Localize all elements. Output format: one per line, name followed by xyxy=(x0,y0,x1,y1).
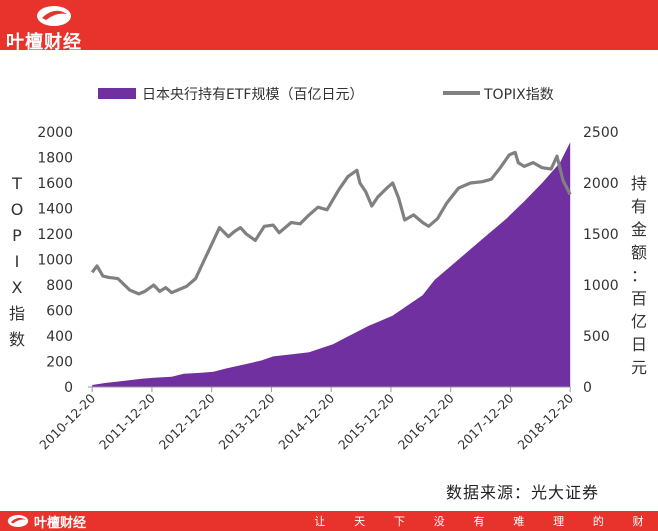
left-tick-label: 1000 xyxy=(37,253,73,269)
legend-area-label: 日本央行持有ETF规模（百亿日元） xyxy=(142,87,363,103)
x-tick-label: 2016-12-20 xyxy=(395,390,457,452)
brand-name: 叶檀财经 xyxy=(6,32,82,53)
slogan-char: 没 xyxy=(433,515,445,528)
left-tick-label: 1200 xyxy=(37,227,73,243)
footer-brand-name: 叶檀财经 xyxy=(34,515,87,531)
data-source: 数据来源：光大证券 xyxy=(446,483,600,502)
left-tick-label: 2000 xyxy=(37,125,73,141)
top-banner: 叶檀财经 xyxy=(0,0,658,53)
chart: 日本央行持有ETF规模（百亿日元） TOPIX指数2000180016001400… xyxy=(9,87,647,452)
left-tick-label: 0 xyxy=(64,380,73,396)
left-tick-label: 600 xyxy=(46,304,73,320)
footer-brand[interactable]: 叶檀财经 xyxy=(6,511,86,531)
etf-holdings-area xyxy=(92,142,571,387)
slogan-char: 有 xyxy=(473,515,485,528)
topix-line xyxy=(90,150,572,296)
right-tick-label: 500 xyxy=(583,329,610,345)
x-tick-label: 2015-12-20 xyxy=(335,390,397,452)
right-tick-label: 0 xyxy=(583,380,592,396)
right-tick-label: 2500 xyxy=(583,125,619,141)
left-tick-label: 800 xyxy=(46,278,73,294)
x-tick-label: 2017-12-20 xyxy=(455,390,517,452)
right-tick-label: 1000 xyxy=(583,278,619,294)
left-tick-label: 200 xyxy=(46,355,73,371)
slogan-char: 让 xyxy=(314,515,326,528)
right-axis-title: 持有金额：百亿日元 xyxy=(631,174,647,377)
slogan-char: 财 xyxy=(632,515,644,528)
x-tick-label: 2013-12-20 xyxy=(216,390,278,452)
brand-logo[interactable]: 叶檀财经 xyxy=(6,4,156,53)
left-axis-title: T O P I X 指数 xyxy=(9,174,25,349)
slogan-char: 理 xyxy=(553,515,565,528)
legend-line-label: TOPIX指数 xyxy=(483,87,554,103)
x-tick-label: 2012-12-20 xyxy=(156,390,218,452)
x-tick-label: 2014-12-20 xyxy=(275,390,337,452)
x-tick-label: 2010-12-20 xyxy=(36,390,98,452)
slogan-char: 下 xyxy=(393,515,405,528)
left-tick-label: 1600 xyxy=(37,176,73,192)
bottom-bar: 叶檀财经 让 天 下 没 有 难 理 的 财 xyxy=(0,511,658,531)
left-tick-label: 1400 xyxy=(37,202,73,218)
slogan-char: 天 xyxy=(354,515,366,528)
left-tick-label: 400 xyxy=(46,329,73,345)
legend-area-swatch xyxy=(98,88,136,99)
footer-leaf-logo-icon xyxy=(7,515,29,527)
slogan-char: 的 xyxy=(592,515,604,528)
slogan-char: 难 xyxy=(513,515,525,528)
x-tick-label: 2011-12-20 xyxy=(96,390,158,452)
x-tick-label: 2018-12-20 xyxy=(514,390,576,452)
left-tick-label: 1800 xyxy=(37,151,73,167)
slogan: 让天下没有难理的财 xyxy=(300,511,658,531)
right-tick-label: 2000 xyxy=(583,176,619,192)
right-tick-label: 1500 xyxy=(583,227,619,243)
leaf-logo-icon xyxy=(37,6,71,26)
